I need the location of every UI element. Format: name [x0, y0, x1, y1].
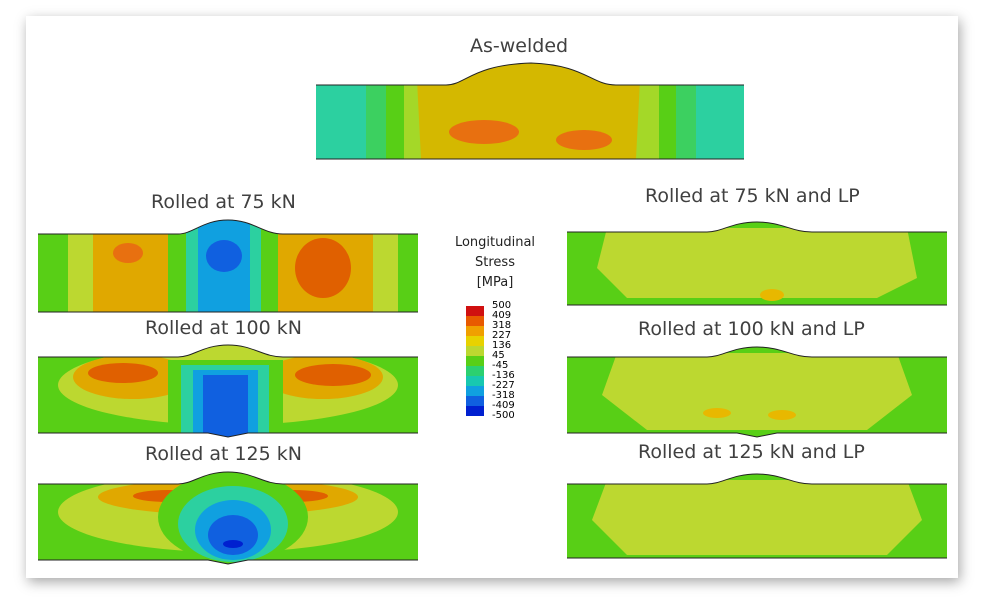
legend-tick: -409 [492, 400, 515, 411]
legend-tick: -318 [492, 390, 515, 401]
title-rolled-125: Rolled at 125 kN [145, 443, 302, 465]
legend-title-line-3: [MPa] [476, 275, 514, 290]
legend-color-band [466, 376, 484, 387]
title-rolled-125-lp: Rolled at 125 kN and LP [638, 441, 865, 463]
legend-tick: 409 [492, 310, 512, 321]
contour-rolled-100 [38, 344, 418, 438]
title-as-welded: As-welded [470, 35, 569, 57]
legend-title-line-1: Longitudinal [454, 235, 536, 250]
title-rolled-75-lp: Rolled at 75 kN and LP [645, 185, 860, 207]
legend-tick: -227 [492, 380, 515, 391]
legend-color-band [466, 336, 484, 347]
legend-color-band [466, 356, 484, 367]
legend-color-bar [466, 306, 484, 416]
title-rolled-75: Rolled at 75 kN [151, 191, 296, 213]
title-rolled-100: Rolled at 100 kN [145, 317, 302, 339]
title-rolled-100-lp: Rolled at 100 kN and LP [638, 318, 865, 340]
legend-tick: 227 [492, 330, 512, 341]
legend-tick: 500 [492, 300, 512, 311]
contour-rolled-125-lp [567, 473, 947, 559]
legend-color-band [466, 326, 484, 337]
legend-tick: 318 [492, 320, 512, 331]
legend-color-band [466, 386, 484, 397]
legend-tick: 45 [492, 350, 505, 361]
legend-tick: 136 [492, 340, 512, 351]
legend-color-band [466, 346, 484, 357]
legend-tick: -45 [492, 360, 509, 371]
contour-rolled-75-lp [567, 221, 947, 306]
legend-color-band [466, 316, 484, 327]
legend-color-band [466, 366, 484, 377]
legend-color-band [466, 406, 484, 416]
contour-rolled-75 [38, 219, 418, 313]
legend-color-band [466, 396, 484, 407]
legend-title-line-2: Stress [475, 255, 515, 270]
legend-tick: -136 [492, 370, 515, 381]
legend-tick: -500 [492, 410, 515, 421]
contour-as-welded [316, 62, 744, 160]
contour-rolled-100-lp [567, 346, 947, 438]
legend-title: Longitudinal Stress [MPa] [440, 233, 550, 293]
legend-color-band [466, 306, 484, 317]
contour-rolled-125 [38, 471, 418, 565]
